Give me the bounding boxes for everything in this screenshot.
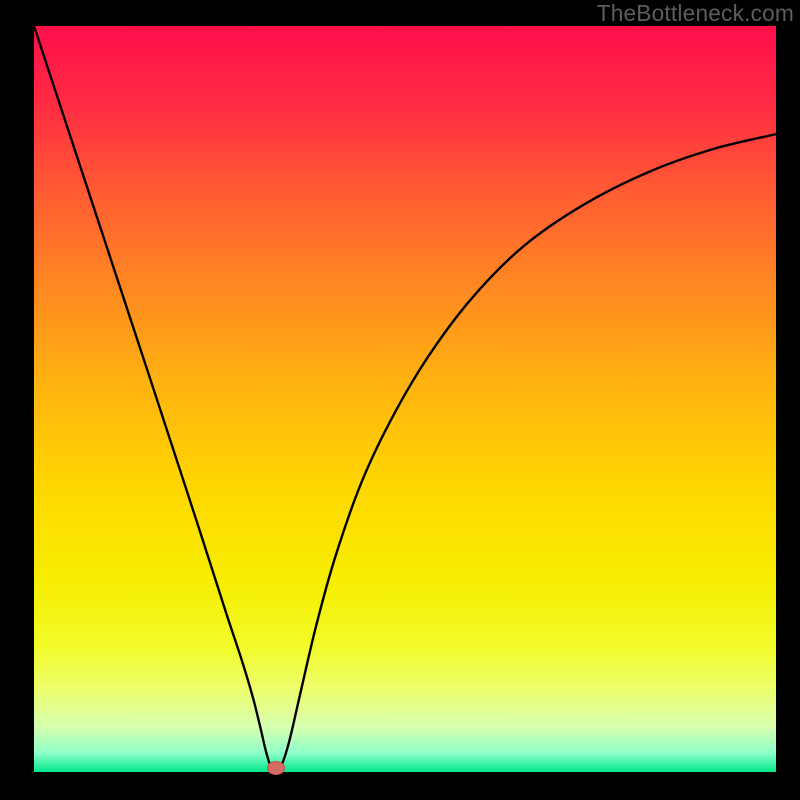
optimum-marker-icon (267, 761, 285, 775)
bottleneck-curve (34, 26, 776, 772)
chart-stage: TheBottleneck.com (0, 0, 800, 800)
watermark-text: TheBottleneck.com (597, 0, 794, 27)
plot-area (34, 26, 776, 772)
